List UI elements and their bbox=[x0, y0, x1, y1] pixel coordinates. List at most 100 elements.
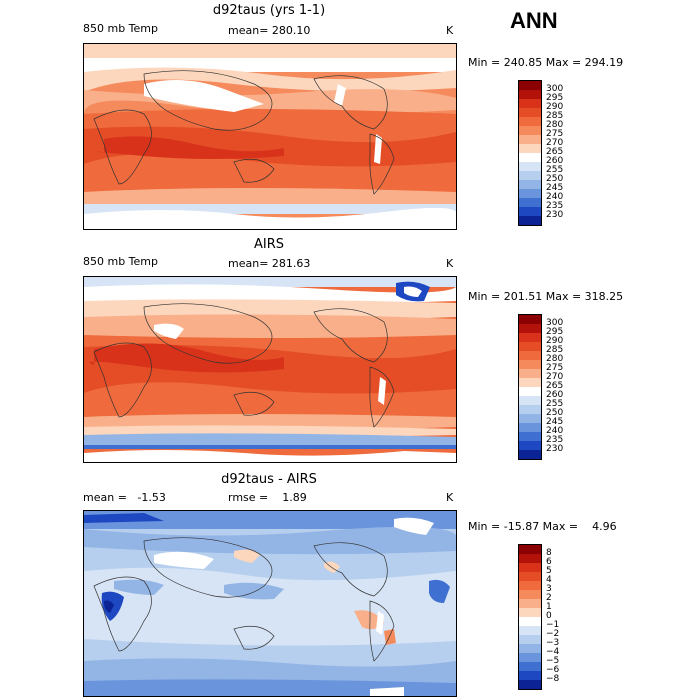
color-swatch bbox=[519, 441, 541, 450]
color-swatch bbox=[519, 581, 541, 590]
band bbox=[84, 433, 456, 447]
greenland-ice bbox=[404, 286, 422, 297]
color-swatch bbox=[519, 617, 541, 626]
colorbar bbox=[518, 80, 542, 226]
band bbox=[84, 511, 456, 529]
panel-title: d92taus - AIRS bbox=[221, 472, 317, 487]
map-airs-temperature bbox=[83, 276, 457, 463]
tick-label: 270 bbox=[546, 138, 564, 148]
tick-label: 260 bbox=[546, 390, 564, 400]
tick-label: 0 bbox=[546, 611, 552, 621]
tick-label: 2 bbox=[546, 593, 552, 603]
tibet-high bbox=[169, 85, 194, 98]
tick-label: −2 bbox=[546, 629, 560, 639]
tick-label: 285 bbox=[546, 345, 564, 355]
color-swatch bbox=[519, 189, 541, 198]
tick-label: 1 bbox=[546, 602, 552, 612]
colorbar-tick-labels: 300 295 290 285 280 275 270 265 260 255 … bbox=[546, 80, 576, 224]
tick-label: 250 bbox=[546, 174, 564, 184]
color-swatch bbox=[519, 599, 541, 608]
rockies-high bbox=[334, 84, 346, 106]
band bbox=[95, 136, 284, 159]
colorbar-tick-labels: 300 295 290 285 280 275 270 265 260 255 … bbox=[546, 314, 576, 458]
band bbox=[84, 284, 456, 304]
colorbar bbox=[518, 314, 542, 460]
tick-label: 295 bbox=[546, 93, 564, 103]
color-swatch bbox=[519, 315, 541, 324]
tick-label: 250 bbox=[546, 408, 564, 418]
color-swatch bbox=[519, 423, 541, 432]
color-swatch bbox=[519, 369, 541, 378]
tick-label: 240 bbox=[546, 192, 564, 202]
color-swatch bbox=[519, 216, 541, 225]
band bbox=[84, 679, 456, 696]
panel-title: d92taus (yrs 1-1) bbox=[212, 3, 326, 18]
color-swatch bbox=[519, 171, 541, 180]
color-swatch bbox=[519, 162, 541, 171]
variable-label: 850 mb Temp bbox=[83, 22, 159, 35]
band bbox=[384, 629, 396, 645]
unit-label: K bbox=[446, 257, 454, 270]
band bbox=[84, 526, 456, 555]
mean-label: mean = -1.53 bbox=[83, 491, 166, 504]
color-swatch bbox=[519, 590, 541, 599]
mean-label: mean= 280.10 bbox=[228, 24, 311, 37]
andes-gap bbox=[376, 611, 384, 635]
color-swatch bbox=[519, 117, 541, 126]
color-swatch bbox=[519, 432, 541, 441]
color-swatch bbox=[519, 545, 541, 554]
tick-label: 235 bbox=[546, 435, 564, 445]
tick-label: 300 bbox=[546, 318, 564, 328]
tick-label: 245 bbox=[546, 417, 564, 427]
tick-label: 255 bbox=[546, 399, 564, 409]
tick-label: −6 bbox=[546, 665, 560, 675]
color-swatch bbox=[519, 450, 541, 459]
panel-title: AIRS bbox=[253, 237, 284, 252]
rmse-label: rmse = 1.89 bbox=[228, 491, 307, 504]
tick-label: 290 bbox=[546, 336, 564, 346]
color-swatch bbox=[519, 680, 541, 689]
minmax-label: Min = 201.51 Max = 318.25 bbox=[468, 290, 624, 303]
color-swatch bbox=[519, 608, 541, 617]
season-label: ANN bbox=[510, 8, 558, 33]
color-swatch bbox=[519, 126, 541, 135]
band bbox=[84, 277, 456, 287]
tick-label: 275 bbox=[546, 363, 564, 373]
tibet-gap bbox=[154, 551, 214, 569]
band bbox=[224, 582, 284, 600]
antarctica-gap bbox=[370, 687, 404, 696]
tick-label: 6 bbox=[546, 557, 552, 567]
tick-label: 245 bbox=[546, 183, 564, 193]
map-model-temperature bbox=[83, 43, 457, 230]
tick-label: −3 bbox=[546, 638, 560, 648]
variable-label: 850 mb Temp bbox=[83, 255, 159, 268]
color-swatch bbox=[519, 662, 541, 671]
unit-label: K bbox=[446, 491, 454, 504]
band bbox=[84, 188, 456, 208]
color-swatch bbox=[519, 378, 541, 387]
color-swatch bbox=[519, 554, 541, 563]
tick-label: 260 bbox=[546, 156, 564, 166]
color-swatch bbox=[519, 207, 541, 216]
tick-label: 265 bbox=[546, 381, 564, 391]
coastlines bbox=[93, 303, 395, 428]
tick-label: 3 bbox=[546, 584, 552, 594]
color-swatch bbox=[519, 135, 541, 144]
tick-label: 5 bbox=[546, 566, 552, 576]
coastlines bbox=[93, 537, 395, 662]
map-difference bbox=[83, 510, 457, 697]
antarctica bbox=[84, 207, 456, 229]
band bbox=[114, 579, 164, 595]
band bbox=[354, 610, 384, 630]
color-swatch bbox=[519, 99, 541, 108]
unit-label: K bbox=[446, 24, 454, 37]
band bbox=[89, 343, 284, 373]
color-swatch bbox=[519, 351, 541, 360]
tick-label: 235 bbox=[546, 201, 564, 211]
color-swatch bbox=[519, 414, 541, 423]
color-swatch bbox=[519, 396, 541, 405]
color-swatch bbox=[519, 342, 541, 351]
tick-label: 265 bbox=[546, 147, 564, 157]
andes-high bbox=[374, 134, 382, 164]
tick-label: −5 bbox=[546, 656, 560, 666]
